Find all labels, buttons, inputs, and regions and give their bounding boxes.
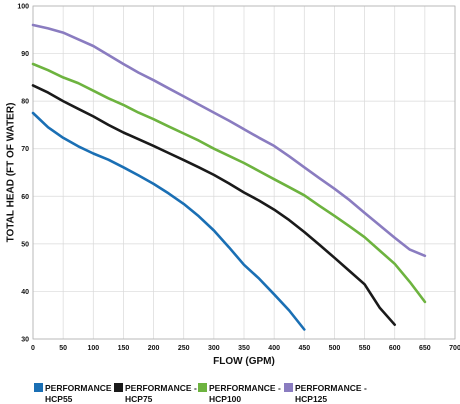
- x-tick-label: 650: [419, 345, 431, 352]
- legend-swatch-4: [284, 383, 293, 392]
- legend-label-3: PERFORMANCE -HCP100: [209, 383, 281, 404]
- series-line-1: [31, 111, 306, 331]
- legend-swatch-3: [198, 383, 207, 392]
- y-axis-title: TOTAL HEAD (FT OF WATER): [6, 103, 17, 243]
- series-line-3: [31, 62, 427, 304]
- y-tick-label: 30: [21, 337, 29, 344]
- y-tick-label: 80: [21, 99, 29, 106]
- x-tick-label: 50: [59, 345, 67, 352]
- x-axis-title: FLOW (GPM): [213, 356, 275, 367]
- x-tick-label: 300: [208, 345, 220, 352]
- legend: PERFORMANCE -HCP55 PERFORMANCE -HCP75 PERF…: [34, 383, 367, 404]
- series-lines: [31, 23, 427, 331]
- y-tick-labels: 30 40 50 60 70 80 90 100: [17, 4, 29, 344]
- x-tick-labels: 0 50 100 150 200 250 300 350 400 450 500 550 600 650 7…: [31, 345, 460, 352]
- x-tick-label: 0: [31, 345, 35, 352]
- x-tick-label: 450: [298, 345, 310, 352]
- y-tick-label: 70: [21, 146, 29, 153]
- x-tick-label: 550: [359, 345, 371, 352]
- y-tick-label: 60: [21, 194, 29, 201]
- x-tick-label: 100: [87, 345, 99, 352]
- y-tick-label: 90: [21, 51, 29, 58]
- x-tick-label: 700: [449, 345, 460, 352]
- x-tick-label: 350: [238, 345, 250, 352]
- legend-label-4: PERFORMANCE -HCP125: [295, 383, 367, 404]
- y-tick-label: 50: [21, 241, 29, 248]
- x-tick-label: 250: [178, 345, 190, 352]
- legend-swatch-2: [114, 383, 123, 392]
- legend-label-2: PERFORMANCE -HCP75: [125, 383, 197, 404]
- y-tick-label: 40: [21, 289, 29, 296]
- series-line-4: [31, 23, 427, 258]
- x-tick-label: 150: [118, 345, 130, 352]
- plot-frame: [32, 5, 456, 340]
- legend-label-1: PERFORMANCE -HCP55: [45, 383, 117, 404]
- legend-swatch-1: [34, 383, 43, 392]
- x-tick-label: 500: [329, 345, 341, 352]
- series-line-2: [31, 84, 396, 326]
- x-tick-label: 600: [389, 345, 401, 352]
- y-tick-label: 100: [17, 4, 29, 11]
- x-tick-label: 400: [268, 345, 280, 352]
- grid: [32, 5, 456, 340]
- x-tick-label: 200: [148, 345, 160, 352]
